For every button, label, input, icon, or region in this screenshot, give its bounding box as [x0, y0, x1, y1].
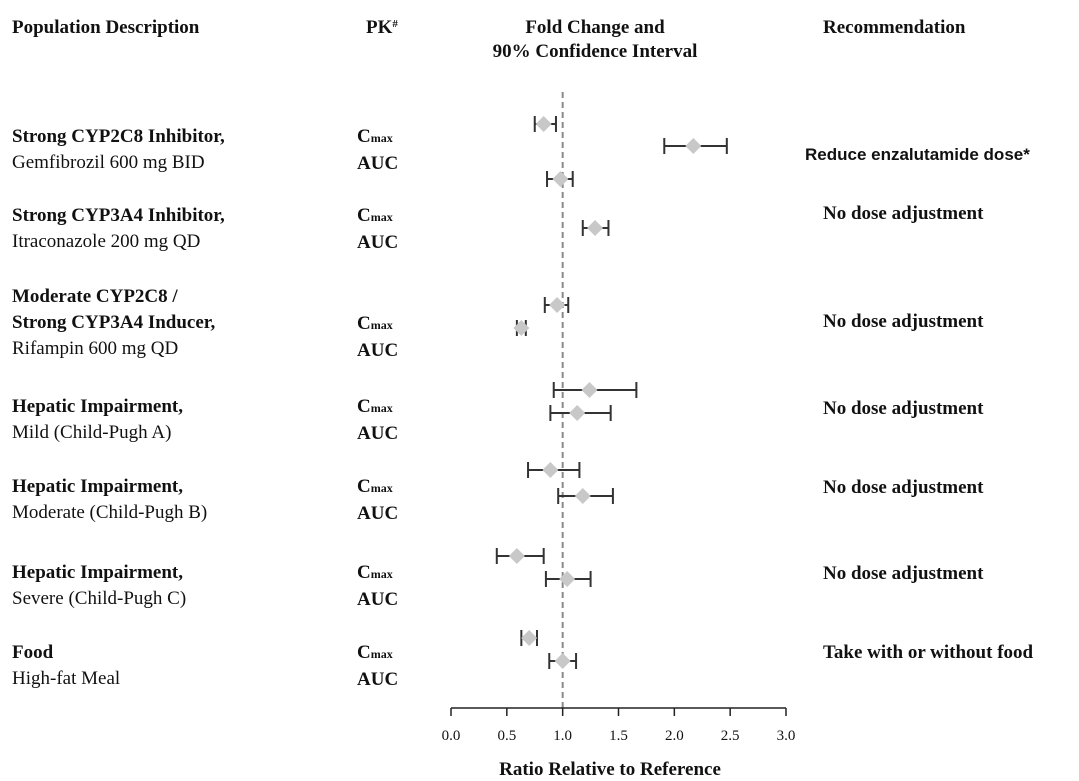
- estimate-marker: [513, 320, 530, 336]
- x-tick-label: 1.5: [609, 728, 628, 744]
- pk-labels-4: Cmax AUC: [357, 474, 398, 527]
- header-pk-mark: #: [392, 18, 398, 30]
- pk-cmax-main: C: [357, 313, 371, 334]
- pk-cmax-subscript: max: [370, 318, 393, 332]
- x-tick-label: 1.0: [553, 728, 572, 744]
- pk-cmax-label: Cmax: [357, 560, 398, 587]
- population-group-3: Hepatic Impairment, Mild (Child-Pugh A): [12, 394, 183, 446]
- pk-cmax-label: Cmax: [357, 394, 398, 421]
- pk-cmax-main: C: [357, 205, 371, 226]
- x-tick-label: 0.0: [442, 728, 461, 744]
- pk-auc-label: AUC: [357, 423, 399, 444]
- pk-labels-1: Cmax AUC: [357, 203, 398, 256]
- header-recommendation: Recommendation: [823, 17, 966, 38]
- estimate-marker: [549, 297, 566, 313]
- pk-labels-2: Cmax AUC: [357, 311, 398, 364]
- x-tick-label: 2.0: [665, 728, 684, 744]
- population-line: Severe (Child-Pugh C): [12, 588, 187, 609]
- population-group-6: Food High-fat Meal: [12, 640, 120, 692]
- x-tick-label: 0.5: [497, 728, 516, 744]
- header-pk: PK#: [366, 16, 398, 40]
- header-fold-line2: 90% Confidence Interval: [492, 41, 698, 62]
- population-line: Food: [12, 642, 54, 663]
- estimate-marker: [508, 548, 525, 564]
- pk-cmax-label: Cmax: [357, 311, 398, 338]
- pk-auc-label: AUC: [357, 669, 399, 690]
- pk-cmax-subscript: max: [370, 481, 393, 495]
- estimate-marker: [685, 138, 702, 154]
- population-line: Moderate CYP2C8 /: [12, 286, 178, 307]
- population-line: High-fat Meal: [12, 668, 121, 689]
- recommendation-5: No dose adjustment: [823, 563, 984, 584]
- population-line: Strong CYP2C8 Inhibitor,: [12, 126, 225, 147]
- x-tick-label: 3.0: [777, 728, 796, 744]
- estimate-marker: [581, 382, 598, 398]
- population-group-5: Hepatic Impairment, Severe (Child-Pugh C): [12, 560, 186, 612]
- pk-cmax-subscript: max: [370, 131, 393, 145]
- pk-labels-6: Cmax AUC: [357, 640, 398, 693]
- estimate-marker: [552, 171, 569, 187]
- pk-cmax-label: Cmax: [357, 124, 398, 151]
- recommendation-6: Take with or without food: [823, 642, 1034, 663]
- estimate-marker: [535, 116, 552, 132]
- population-line: Strong CYP3A4 Inducer,: [12, 312, 216, 333]
- population-line: Itraconazole 200 mg QD: [12, 231, 201, 252]
- header-fold-line1: Fold Change and: [525, 17, 665, 38]
- recommendation-3: No dose adjustment: [823, 398, 984, 419]
- pk-cmax-subscript: max: [370, 647, 393, 661]
- estimate-marker: [587, 220, 604, 236]
- population-group-0: Strong CYP2C8 Inhibitor, Gemfibrozil 600 …: [12, 124, 225, 176]
- x-tick-label: 2.5: [721, 728, 740, 744]
- population-line: Rifampin 600 mg QD: [12, 338, 179, 359]
- population-group-4: Hepatic Impairment, Moderate (Child-Pugh …: [12, 474, 207, 526]
- population-group-1: Strong CYP3A4 Inhibitor, Itraconazole 200…: [12, 203, 225, 255]
- population-line: Mild (Child-Pugh A): [12, 422, 172, 443]
- population-line: Strong CYP3A4 Inhibitor,: [12, 205, 225, 226]
- pk-auc-label: AUC: [357, 340, 399, 361]
- pk-labels-3: Cmax AUC: [357, 394, 398, 447]
- header-pk-text: PK: [366, 17, 393, 38]
- header-population-description: Population Description: [12, 17, 200, 38]
- population-line: Moderate (Child-Pugh B): [12, 502, 208, 523]
- pk-cmax-subscript: max: [370, 210, 393, 224]
- pk-cmax-main: C: [357, 562, 371, 583]
- pk-auc-label: AUC: [357, 153, 399, 174]
- pk-cmax-main: C: [357, 642, 371, 663]
- x-axis-label: Ratio Relative to Reference: [499, 759, 721, 780]
- recommendation-1: No dose adjustment: [823, 203, 984, 224]
- pk-labels-0: Cmax AUC: [357, 124, 398, 177]
- pk-cmax-main: C: [357, 396, 371, 417]
- pk-cmax-main: C: [357, 126, 371, 147]
- pk-cmax-main: C: [357, 476, 371, 497]
- estimate-marker: [569, 405, 586, 421]
- population-line: Hepatic Impairment,: [12, 476, 183, 497]
- recommendation-4: No dose adjustment: [823, 477, 984, 498]
- estimate-marker: [521, 630, 538, 646]
- estimate-marker: [559, 571, 576, 587]
- pk-auc-label: AUC: [357, 589, 399, 610]
- pk-cmax-subscript: max: [370, 401, 393, 415]
- pk-labels-5: Cmax AUC: [357, 560, 398, 613]
- population-line: Hepatic Impairment,: [12, 396, 183, 417]
- recommendation-0: Reduce enzalutamide dose*: [805, 145, 1030, 164]
- population-line: Gemfibrozil 600 mg BID: [12, 152, 205, 173]
- pk-cmax-label: Cmax: [357, 203, 398, 230]
- estimate-marker: [542, 462, 559, 478]
- pk-auc-label: AUC: [357, 503, 399, 524]
- population-group-2: Moderate CYP2C8 / Strong CYP3A4 Inducer, R…: [12, 284, 215, 362]
- pk-cmax-subscript: max: [370, 567, 393, 581]
- pk-auc-label: AUC: [357, 232, 399, 253]
- estimate-marker: [554, 653, 571, 669]
- estimate-marker: [574, 488, 591, 504]
- header-fold-change: Fold Change and 90% Confidence Interval: [470, 16, 720, 64]
- pk-cmax-label: Cmax: [357, 474, 398, 501]
- recommendation-2: No dose adjustment: [823, 311, 984, 332]
- pk-cmax-label: Cmax: [357, 640, 398, 667]
- population-line: Hepatic Impairment,: [12, 562, 183, 583]
